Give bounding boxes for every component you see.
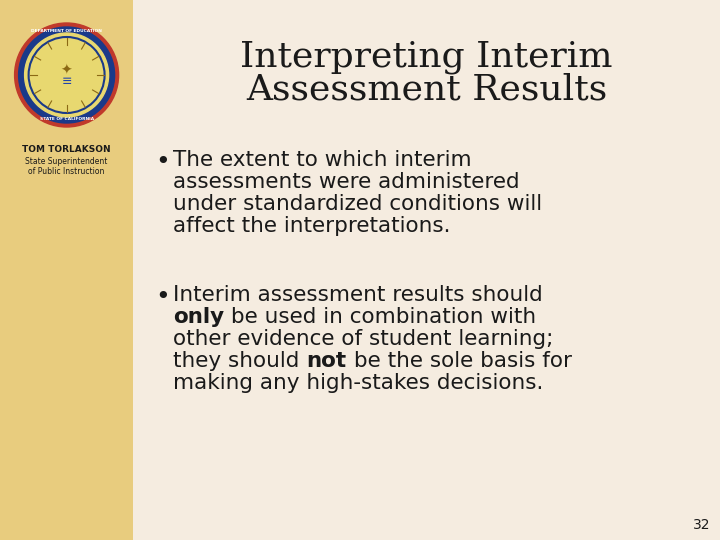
Text: other evidence of student learning;: other evidence of student learning;	[174, 329, 554, 349]
Text: assessments were administered: assessments were administered	[174, 172, 520, 192]
Text: be used in combination with: be used in combination with	[225, 307, 536, 327]
Circle shape	[14, 23, 119, 127]
Bar	[0, 0, 133, 540]
Text: Interpreting Interim: Interpreting Interim	[240, 40, 613, 74]
Text: DEPARTMENT OF EDUCATION: DEPARTMENT OF EDUCATION	[31, 30, 102, 33]
Text: affect the interpretations.: affect the interpretations.	[174, 216, 451, 236]
Text: making any high-stakes decisions.: making any high-stakes decisions.	[174, 373, 544, 393]
Text: be the sole basis for: be the sole basis for	[346, 351, 572, 371]
Text: •: •	[156, 150, 170, 174]
Text: 32: 32	[693, 518, 710, 532]
Text: not: not	[307, 351, 346, 371]
Text: •: •	[156, 285, 170, 309]
Text: of Public Instruction: of Public Instruction	[28, 167, 105, 176]
Text: ≡: ≡	[61, 76, 72, 89]
Text: Interim assessment results should: Interim assessment results should	[174, 285, 543, 305]
Circle shape	[24, 33, 109, 117]
Text: Assessment Results: Assessment Results	[246, 73, 607, 107]
Text: only: only	[174, 307, 225, 327]
Text: under standardized conditions will: under standardized conditions will	[174, 194, 542, 214]
Text: The extent to which interim: The extent to which interim	[174, 150, 472, 170]
Text: TOM TORLAKSON: TOM TORLAKSON	[22, 145, 111, 154]
Text: STATE OF CALIFORNIA: STATE OF CALIFORNIA	[40, 117, 94, 120]
Text: ✦: ✦	[60, 64, 73, 78]
Circle shape	[19, 27, 114, 123]
Text: State Superintendent: State Superintendent	[25, 157, 108, 166]
Text: they should: they should	[174, 351, 307, 371]
